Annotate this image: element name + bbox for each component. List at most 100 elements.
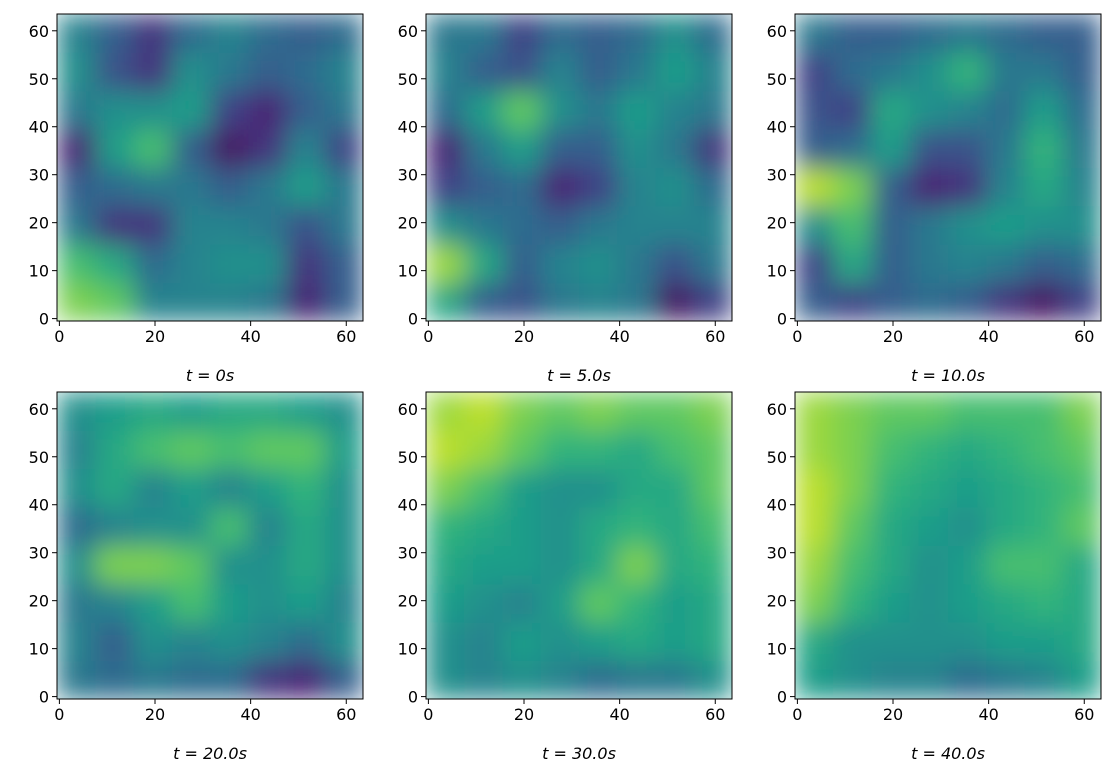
heatmap-cell (693, 660, 732, 699)
axes-frame (425, 391, 733, 700)
heatmap-cell (133, 545, 173, 585)
heatmap-cell (248, 14, 287, 53)
heatmap-cell (909, 205, 949, 245)
heatmap-cell (324, 129, 363, 168)
heatmap-cell (1062, 90, 1101, 130)
heatmap-cell (833, 545, 872, 585)
heatmap-cell (464, 52, 503, 92)
heatmap-cell (540, 622, 580, 662)
heatmap-cell (1062, 52, 1101, 92)
heatmap-cell (248, 430, 287, 470)
x-tick-label: 20 (145, 705, 165, 724)
x-tick-label: 60 (336, 327, 356, 346)
heatmap-cell (95, 90, 134, 130)
heatmap-cell (324, 468, 363, 508)
heatmap-cell (540, 167, 580, 207)
heatmap-cell (579, 129, 618, 168)
heatmap-cell (579, 660, 618, 699)
heatmap-cell (795, 90, 834, 130)
heatmap-cell (57, 14, 96, 53)
x-axis-label: t = 40.0s (911, 744, 985, 763)
heatmap-cell (1024, 392, 1064, 431)
heatmap-cell (57, 52, 96, 92)
y-tick-label: 50 (29, 70, 49, 89)
heatmap-cell (1024, 660, 1064, 699)
heatmap-cell (655, 167, 695, 207)
heatmap-cell (171, 583, 211, 623)
heatmap-image (57, 14, 363, 321)
heatmap-cell (1062, 167, 1101, 207)
heatmap-cell (171, 545, 211, 585)
heatmap-cell (95, 430, 134, 470)
heatmap-cell (210, 545, 249, 585)
heatmap-cell (871, 14, 911, 53)
heatmap-cell (833, 14, 872, 53)
heatmap-cell (171, 52, 211, 92)
heatmap-cell (171, 507, 211, 546)
heatmap-cell (57, 244, 96, 284)
heatmap-cell (95, 468, 134, 508)
heatmap-cell (871, 244, 911, 284)
x-tick-label: 0 (54, 705, 64, 724)
heatmap-cell (948, 129, 987, 168)
heatmap-cell (948, 205, 987, 245)
heatmap-cell (833, 167, 872, 207)
heatmap-cell (948, 468, 987, 508)
x-tick-label: 60 (705, 327, 725, 346)
heatmap-cell (1062, 244, 1101, 284)
heatmap-cell (95, 583, 134, 623)
heatmap-cell (871, 282, 911, 321)
heatmap-cell (210, 244, 249, 284)
heatmap-cell (540, 392, 580, 431)
heatmap-cell (795, 507, 834, 546)
y-tick-label: 20 (398, 214, 418, 233)
heatmap-image (57, 392, 363, 699)
heatmap-cell (324, 167, 363, 207)
heatmap-cell (1062, 129, 1101, 168)
y-tick-label: 60 (767, 400, 787, 419)
x-tick-label: 40 (609, 327, 629, 346)
heatmap-cell (210, 468, 249, 508)
heatmap-cell (426, 14, 465, 53)
heatmap-cell (871, 660, 911, 699)
heatmap-cell (95, 129, 134, 168)
heatmap-cell (133, 282, 173, 321)
heatmap-cell (57, 507, 96, 546)
heatmap-cell (1062, 660, 1101, 699)
heatmap-cell (693, 430, 732, 470)
heatmap-cell (464, 507, 503, 546)
heatmap-cell (909, 244, 949, 284)
heatmap-cell (655, 14, 695, 53)
heatmap-cell (795, 244, 834, 284)
y-tick-label: 40 (398, 496, 418, 515)
heatmap-cell (833, 90, 872, 130)
heatmap-cell (948, 90, 987, 130)
heatmap-cell (617, 660, 656, 699)
heatmap-cell (795, 392, 834, 431)
y-tick-label: 50 (767, 448, 787, 467)
y-tick-label: 20 (767, 214, 787, 233)
heatmap-cell (171, 90, 211, 130)
heatmap-cell (909, 90, 949, 130)
heatmap-cell (133, 392, 173, 431)
heatmap-cell (579, 14, 618, 53)
heatmap-cell (655, 52, 695, 92)
heatmap-cell (324, 660, 363, 699)
heatmap-cell (1024, 468, 1064, 508)
x-tick-label: 60 (1074, 705, 1094, 724)
heatmap-cell (324, 545, 363, 585)
heatmap-cell (426, 392, 465, 431)
heatmap-cell (833, 129, 872, 168)
heatmap-cell (324, 282, 363, 321)
x-axis-label: t = 0s (186, 366, 234, 385)
heatmap-cell (464, 660, 503, 699)
heatmap-cell (210, 660, 249, 699)
heatmap-cell (95, 282, 134, 321)
heatmap-cell (502, 205, 542, 245)
heatmap-cell (95, 660, 134, 699)
heatmap-cell (464, 129, 503, 168)
heatmap-cell (909, 52, 949, 92)
x-tick-label: 60 (1074, 327, 1094, 346)
heatmap-cell (133, 205, 173, 245)
heatmap-cell (986, 90, 1025, 130)
